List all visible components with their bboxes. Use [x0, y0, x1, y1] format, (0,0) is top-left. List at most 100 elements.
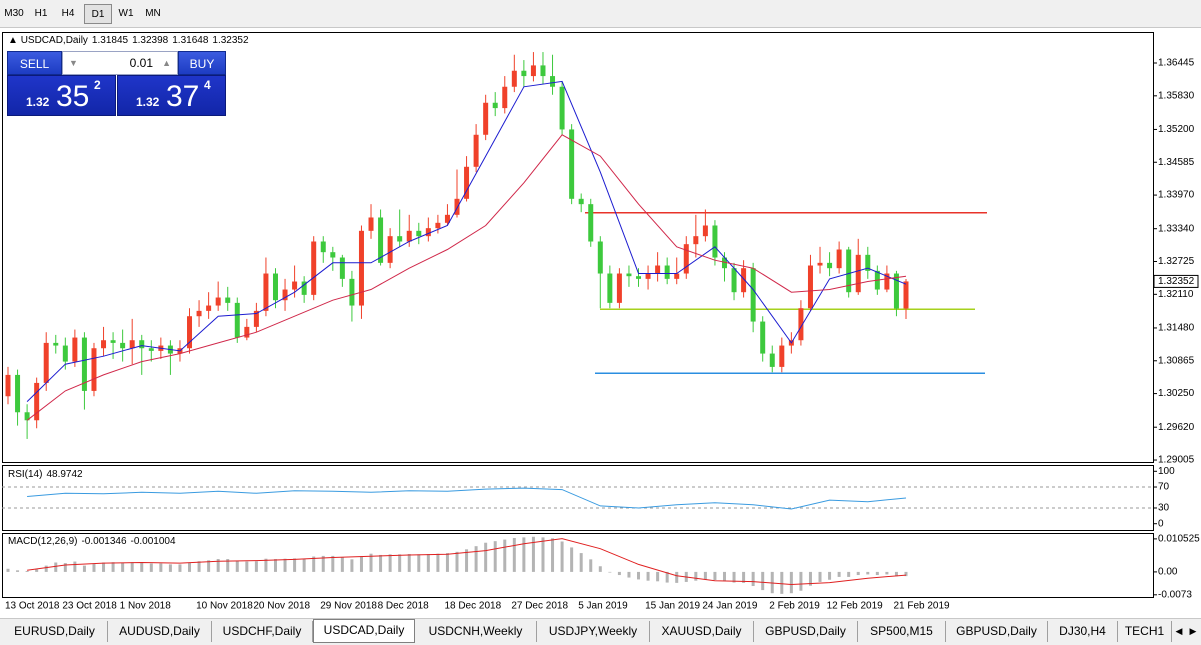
x-tick-label: 2 Feb 2019	[769, 601, 820, 612]
chart-tab[interactable]: USDCHF,Daily	[212, 621, 313, 642]
chart-tab[interactable]: USDCNH,Weekly	[415, 621, 537, 642]
chart-tab[interactable]: EURUSD,Daily	[2, 621, 108, 642]
histogram-bar	[340, 557, 344, 572]
chart-tab[interactable]: GBPUSD,Daily	[754, 621, 858, 642]
histogram-bar	[694, 571, 698, 581]
candle-body	[655, 265, 661, 274]
indicator-title: MACD(12,26,9)	[8, 536, 77, 547]
lot-up[interactable]: ▲	[162, 58, 171, 68]
timeframe-button[interactable]: W1	[118, 8, 134, 19]
bid-price[interactable]: 1.32 35 2	[7, 75, 116, 116]
timeframe-button[interactable]: D1	[84, 4, 112, 24]
chart-tab[interactable]: XAUUSD,Daily	[650, 621, 754, 642]
candle-body	[884, 273, 890, 290]
histogram-bar	[665, 571, 669, 583]
y-tick-label: 1.32725	[1158, 256, 1195, 267]
x-tick-label: 15 Jan 2019	[645, 601, 700, 612]
header-low: 1.31648	[172, 35, 209, 46]
histogram-bar	[474, 546, 478, 572]
histogram-bar	[675, 571, 679, 583]
histogram-bar	[579, 553, 583, 572]
timeframe-toolbar: M30 H1 H4 D1 W1 MN	[0, 0, 1201, 28]
histogram-bar	[656, 571, 660, 582]
histogram-bar	[541, 537, 545, 572]
timeframe-button[interactable]: M30	[4, 8, 24, 19]
candle-body	[358, 230, 364, 306]
y-tick-label: 70	[1158, 482, 1170, 493]
buy-button[interactable]: BUY	[178, 51, 226, 75]
histogram-bar	[856, 571, 860, 576]
indicator-value: -0.001346	[81, 536, 126, 547]
timeframe-button[interactable]: H4	[61, 8, 75, 19]
candle-body	[225, 297, 231, 303]
candle-body	[550, 76, 556, 87]
candle-body	[855, 254, 861, 293]
chart-tab[interactable]: USDCAD,Daily	[313, 619, 415, 643]
candle-body	[760, 321, 766, 354]
header-symbol: USDCAD,Daily	[21, 35, 88, 46]
candle-body	[836, 249, 842, 269]
histogram-bar	[426, 554, 430, 572]
tab-scroll-right[interactable]: ▶	[1189, 626, 1197, 636]
x-tick-label: 20 Nov 2018	[253, 601, 310, 612]
lot-down[interactable]: ▼	[69, 58, 78, 68]
candle-body	[616, 273, 622, 303]
panel-frame	[2, 465, 1154, 531]
candle-body	[5, 374, 11, 397]
candle-body	[731, 268, 737, 293]
tab-scroll-left[interactable]: ◀	[1175, 626, 1183, 636]
y-tick-label: 1.32110	[1158, 289, 1194, 300]
candle-body	[578, 198, 584, 205]
timeframe-button[interactable]: H1	[34, 8, 48, 19]
histogram-bar	[359, 556, 363, 572]
histogram-bar	[837, 571, 841, 577]
histogram-bar	[245, 561, 249, 572]
candle-body	[530, 65, 536, 77]
chart-tab[interactable]: SP500,M15	[858, 621, 946, 642]
x-tick-label: 23 Oct 2018	[62, 601, 117, 612]
candle-body	[893, 273, 899, 309]
chart-tab[interactable]: AUDUSD,Daily	[108, 621, 212, 642]
candle-body	[492, 102, 498, 109]
candle-body	[741, 268, 747, 293]
timeframe-button[interactable]: MN	[145, 8, 161, 19]
indicator-line	[27, 487, 907, 510]
histogram-bar	[350, 559, 354, 572]
lot-field[interactable]: ▼ 0.01 ▲	[62, 51, 178, 75]
histogram-bar	[551, 538, 555, 572]
chart-tabs: EURUSD,Daily AUDUSD,Daily USDCHF,Daily USDC…	[0, 618, 1201, 645]
histogram-bar	[379, 554, 383, 572]
candle-body	[301, 281, 307, 295]
y-tick-label: 1.33970	[1158, 190, 1195, 201]
candle-body	[693, 236, 699, 245]
histogram-bar	[73, 561, 77, 572]
histogram-bar	[178, 564, 182, 572]
panel-frame	[2, 32, 1154, 463]
chart-tab[interactable]: USDJPY,Weekly	[537, 621, 650, 642]
candle-body	[540, 65, 546, 77]
candle-body	[827, 262, 833, 269]
chart-tab[interactable]: DJ30,H4	[1048, 621, 1118, 642]
y-tick-label: 100	[1158, 466, 1175, 477]
candle-body	[683, 244, 689, 274]
chart-tab[interactable]: TECH1	[1118, 621, 1172, 642]
ask-price[interactable]: 1.32 37 4	[117, 75, 226, 116]
histogram-bar	[789, 571, 793, 594]
candle-body	[464, 166, 470, 199]
histogram-bar	[847, 571, 851, 577]
candle-body	[34, 382, 40, 421]
sell-button[interactable]: SELL	[7, 51, 62, 75]
histogram-bar	[512, 538, 516, 572]
candle-body	[196, 310, 202, 317]
indicator-value: 48.9742	[46, 469, 83, 480]
histogram-bar	[742, 571, 746, 583]
histogram-bar	[254, 561, 258, 572]
header-arrow: ▲	[8, 35, 21, 46]
x-tick-label: 1 Nov 2018	[120, 601, 172, 612]
y-tick-label: 1.29620	[1158, 422, 1195, 433]
chart-tab[interactable]: GBPUSD,Daily	[946, 621, 1048, 642]
candle-body	[24, 412, 30, 421]
candle-body	[588, 204, 594, 242]
histogram-bar	[560, 541, 564, 572]
histogram-bar	[722, 571, 726, 581]
